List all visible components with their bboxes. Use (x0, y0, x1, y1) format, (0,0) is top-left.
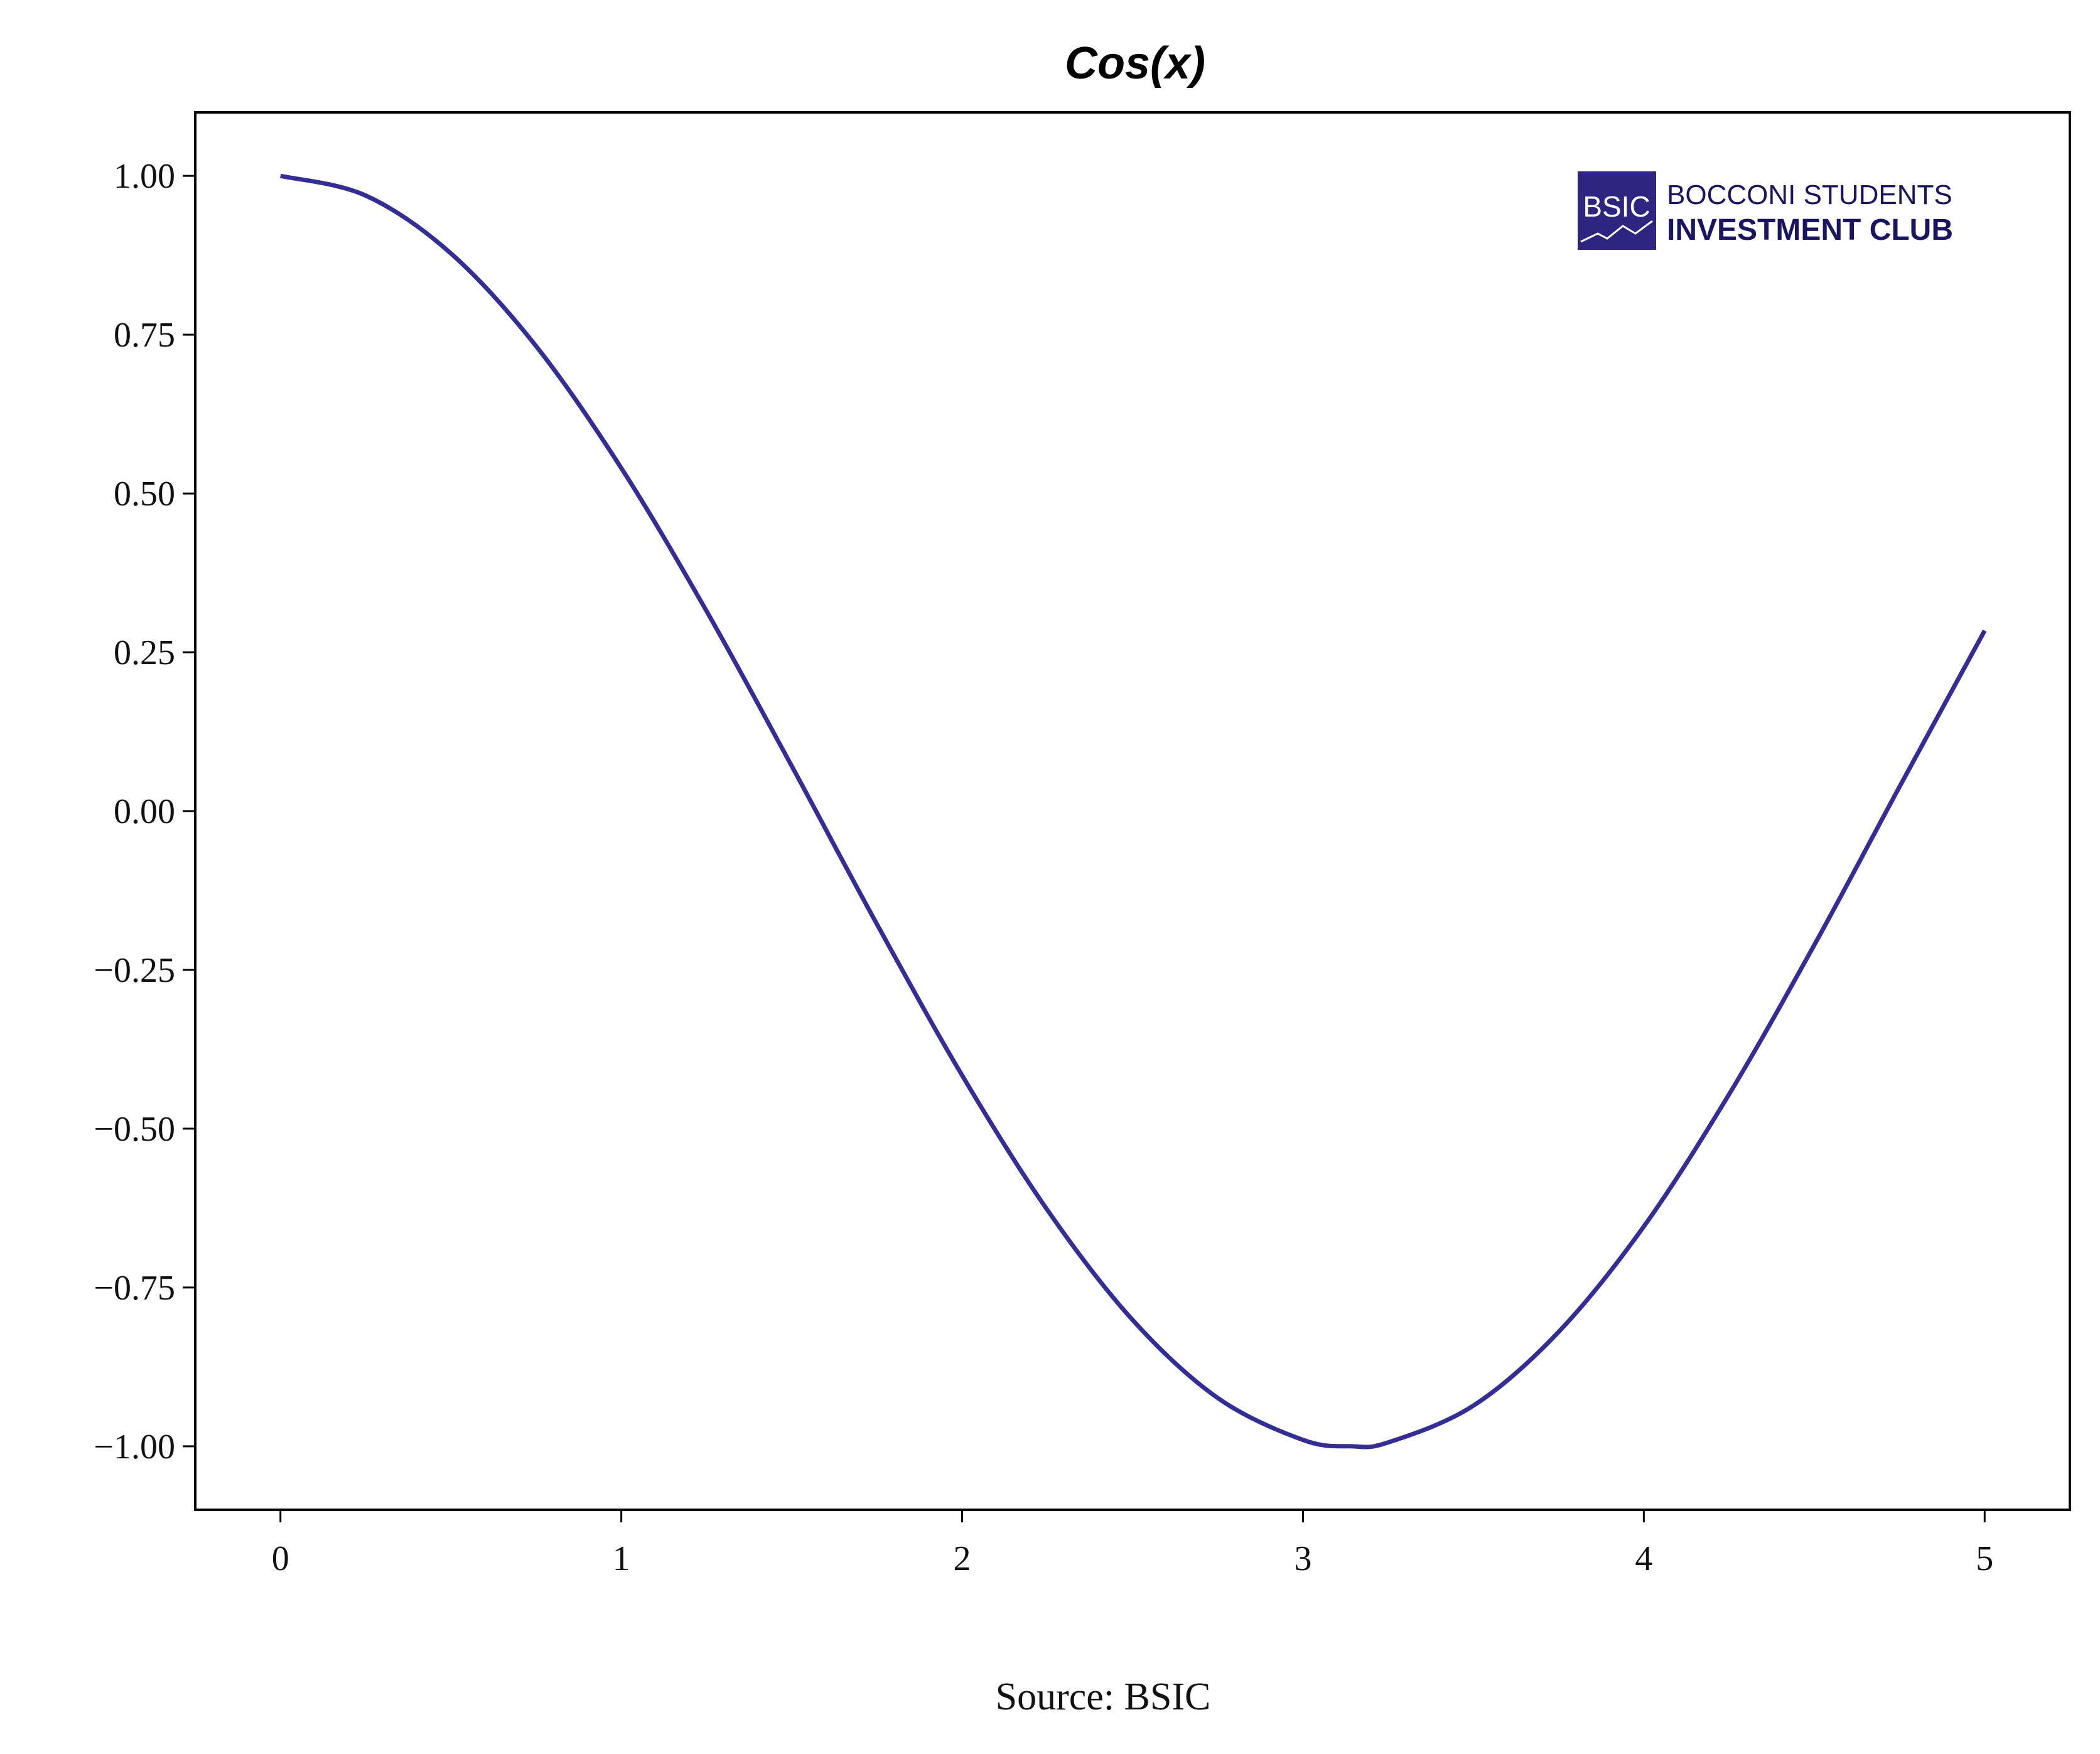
y-tick-label: −0.50 (94, 1110, 175, 1149)
logo-box-text: BSIC (1583, 190, 1650, 223)
y-tick-label: −0.25 (94, 951, 175, 990)
x-tick-label: 0 (272, 1539, 289, 1578)
source-note: Source: BSIC (996, 1676, 1211, 1718)
chart-title: Cos(x) (1065, 38, 1205, 89)
x-axis: 0 1 2 3 4 5 (272, 1510, 1993, 1578)
bsic-logo: BSIC BOCCONI STUDENTS INVESTMENT CLUB (1578, 171, 1953, 250)
logo-line-2: INVESTMENT CLUB (1667, 213, 1953, 247)
y-axis: 1.00 0.75 0.50 0.25 0.00 −0.25 −0.50 −0.75 −1.00 (94, 157, 195, 1466)
series-line-cos (279, 173, 1987, 1450)
x-tick-label: 3 (1294, 1539, 1311, 1578)
y-tick-label: 0.75 (114, 316, 175, 355)
x-tick-label: 5 (1976, 1539, 1993, 1578)
y-tick-label: 0.25 (114, 633, 175, 672)
logo-line-1: BOCCONI STUDENTS (1667, 180, 1952, 210)
x-tick-label: 2 (954, 1539, 971, 1578)
y-tick-label: 1.00 (114, 157, 175, 196)
y-tick-label: 0.00 (114, 792, 175, 831)
logo-chart-icon (1580, 220, 1653, 243)
x-tick-label: 1 (613, 1539, 630, 1578)
x-tick-label: 4 (1635, 1539, 1652, 1578)
plot-area (194, 111, 2071, 1511)
y-tick-label: −0.75 (94, 1269, 175, 1308)
y-tick-label: −1.00 (94, 1428, 175, 1466)
y-tick-label: 0.50 (114, 475, 175, 514)
